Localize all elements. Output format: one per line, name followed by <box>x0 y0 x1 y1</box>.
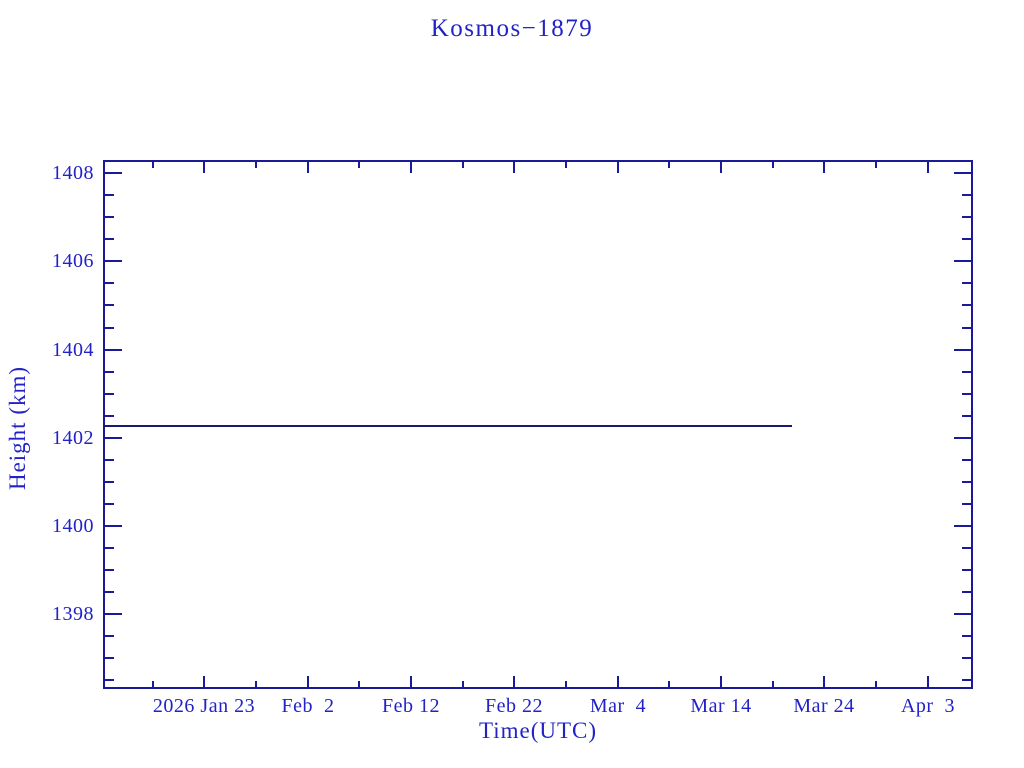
y-minor-tick <box>962 679 971 681</box>
y-minor-tick <box>962 327 971 329</box>
x-minor-tick <box>462 681 464 687</box>
x-tick-label: Mar 14 <box>690 695 752 717</box>
x-minor-tick <box>875 162 877 168</box>
y-tick-label: 1400 <box>52 515 94 537</box>
y-minor-tick <box>962 591 971 593</box>
x-major-tick <box>927 676 929 687</box>
x-minor-tick <box>772 162 774 168</box>
y-major-tick <box>954 349 971 351</box>
y-minor-tick <box>105 194 114 196</box>
y-tick-label: 1408 <box>52 162 94 184</box>
x-minor-tick <box>255 681 257 687</box>
x-major-tick <box>720 162 722 173</box>
y-minor-tick <box>962 216 971 218</box>
y-minor-tick <box>105 591 114 593</box>
x-minor-tick <box>358 162 360 168</box>
y-minor-tick <box>962 547 971 549</box>
y-minor-tick <box>105 679 114 681</box>
x-major-tick <box>823 162 825 173</box>
y-minor-tick <box>962 371 971 373</box>
y-major-tick <box>954 260 971 262</box>
x-tick-label: Feb 12 <box>382 695 440 717</box>
x-tick-label: Feb 2 <box>281 695 335 717</box>
x-tick-label: Apr 3 <box>900 695 956 717</box>
x-major-tick <box>410 162 412 173</box>
x-axis-title: Time(UTC) <box>478 718 598 743</box>
y-minor-tick <box>962 238 971 240</box>
y-minor-tick <box>105 635 114 637</box>
y-minor-tick <box>105 503 114 505</box>
y-minor-tick <box>962 304 971 306</box>
y-minor-tick <box>962 282 971 284</box>
y-minor-tick <box>962 569 971 571</box>
plot-frame <box>103 160 973 689</box>
y-minor-tick <box>105 481 114 483</box>
chart-title: Kosmos−1879 <box>430 15 594 42</box>
x-tick-label: Mar 24 <box>793 695 855 717</box>
x-major-tick <box>617 162 619 173</box>
y-tick-label: 1402 <box>52 427 94 449</box>
y-minor-tick <box>962 657 971 659</box>
y-major-tick <box>954 172 971 174</box>
x-minor-tick <box>255 162 257 168</box>
y-major-tick <box>105 613 122 615</box>
y-major-tick <box>954 437 971 439</box>
y-major-tick <box>954 525 971 527</box>
y-major-tick <box>105 349 122 351</box>
y-minor-tick <box>105 327 114 329</box>
x-major-tick <box>720 676 722 687</box>
x-major-tick <box>927 162 929 173</box>
y-minor-tick <box>105 393 114 395</box>
x-minor-tick <box>565 681 567 687</box>
x-major-tick <box>410 676 412 687</box>
y-minor-tick <box>962 503 971 505</box>
y-major-tick <box>954 613 971 615</box>
x-minor-tick <box>462 162 464 168</box>
x-major-tick <box>203 162 205 173</box>
y-major-tick <box>105 437 122 439</box>
y-minor-tick <box>105 371 114 373</box>
y-minor-tick <box>105 657 114 659</box>
y-tick-label: 1404 <box>52 339 94 361</box>
y-minor-tick <box>105 569 114 571</box>
x-tick-label: 2026 Jan 23 <box>152 695 256 717</box>
x-minor-tick <box>358 681 360 687</box>
x-major-tick <box>307 676 309 687</box>
y-tick-label: 1406 <box>52 250 94 272</box>
x-minor-tick <box>772 681 774 687</box>
x-minor-tick <box>668 681 670 687</box>
x-minor-tick <box>668 162 670 168</box>
x-minor-tick <box>875 681 877 687</box>
x-major-tick <box>307 162 309 173</box>
x-major-tick <box>513 676 515 687</box>
x-minor-tick <box>152 681 154 687</box>
x-tick-label: Feb 22 <box>485 695 543 717</box>
data-line <box>103 425 792 427</box>
y-major-tick <box>105 172 122 174</box>
y-minor-tick <box>105 216 114 218</box>
x-major-tick <box>513 162 515 173</box>
y-minor-tick <box>105 282 114 284</box>
y-minor-tick <box>962 635 971 637</box>
y-minor-tick <box>105 459 114 461</box>
x-major-tick <box>203 676 205 687</box>
x-major-tick <box>617 676 619 687</box>
y-minor-tick <box>962 415 971 417</box>
y-minor-tick <box>105 304 114 306</box>
y-minor-tick <box>105 547 114 549</box>
x-minor-tick <box>152 162 154 168</box>
x-minor-tick <box>565 162 567 168</box>
y-minor-tick <box>105 238 114 240</box>
y-minor-tick <box>962 194 971 196</box>
x-major-tick <box>823 676 825 687</box>
y-minor-tick <box>962 393 971 395</box>
x-tick-label: Mar 4 <box>589 695 647 717</box>
y-minor-tick <box>962 459 971 461</box>
y-minor-tick <box>105 415 114 417</box>
y-tick-label: 1398 <box>52 603 94 625</box>
y-major-tick <box>105 525 122 527</box>
y-minor-tick <box>962 481 971 483</box>
y-major-tick <box>105 260 122 262</box>
